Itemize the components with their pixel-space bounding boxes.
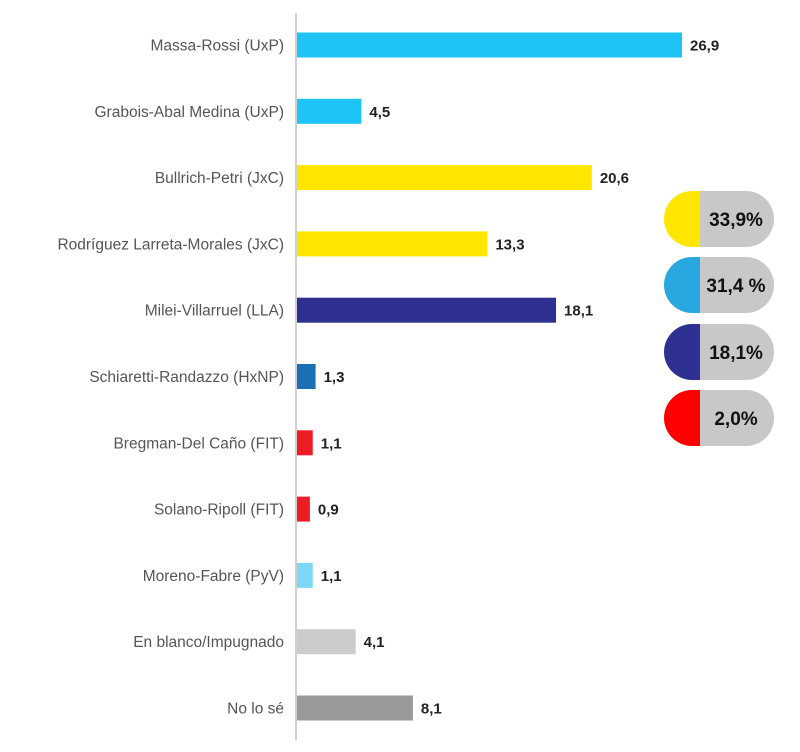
value-label: 1,1 xyxy=(321,435,342,452)
category-label: Bregman-Del Caño (FIT) xyxy=(113,435,284,452)
value-label: 8,1 xyxy=(421,701,442,718)
value-label: 18,1 xyxy=(564,303,593,320)
category-label: Massa-Rossi (UxP) xyxy=(151,38,284,55)
pill-color-segment xyxy=(664,390,700,446)
total-percent-label: 18,1% xyxy=(709,343,763,364)
category-label: Moreno-Fabre (PyV) xyxy=(143,568,284,585)
value-label: 1,1 xyxy=(321,568,342,585)
value-label: 20,6 xyxy=(600,170,629,187)
value-label: 0,9 xyxy=(318,502,339,519)
value-label: 1,3 xyxy=(324,369,345,386)
bar xyxy=(297,98,362,124)
bar xyxy=(297,364,316,389)
total-percent-label: 33,9% xyxy=(709,210,763,231)
pill-grey-segment xyxy=(700,324,774,380)
total-percent-label: 2,0% xyxy=(714,409,757,430)
bar xyxy=(297,165,592,191)
pill-color-segment xyxy=(664,324,700,380)
value-label: 4,1 xyxy=(364,634,385,651)
value-label: 4,5 xyxy=(369,104,390,121)
bar xyxy=(297,430,313,456)
category-label: No lo sé xyxy=(227,701,284,718)
pill-grey-segment xyxy=(700,191,774,247)
pill-color-segment xyxy=(664,191,700,247)
category-label: Milei-Villarruel (LLA) xyxy=(145,303,284,320)
bar xyxy=(297,231,488,257)
total-percent-label: 31,4 % xyxy=(706,276,765,297)
bar xyxy=(297,297,557,323)
bar xyxy=(297,496,310,522)
bar xyxy=(297,32,682,58)
category-label: Bullrich-Petri (JxC) xyxy=(155,170,284,187)
pill-grey-segment xyxy=(700,390,774,446)
category-label: Solano-Ripoll (FIT) xyxy=(154,502,284,519)
value-label: 26,9 xyxy=(690,38,719,55)
category-label: Grabois-Abal Medina (UxP) xyxy=(94,104,284,121)
category-label: Rodríguez Larreta-Morales (JxC) xyxy=(57,236,284,253)
bar xyxy=(297,562,313,588)
pill-grey-segment xyxy=(700,257,774,313)
value-label: 13,3 xyxy=(495,236,524,253)
bar xyxy=(297,629,356,655)
pill-color-segment xyxy=(664,257,700,313)
category-label: En blanco/Impugnado xyxy=(133,634,284,651)
category-label: Schiaretti-Randazzo (HxNP) xyxy=(89,369,284,386)
bar xyxy=(297,695,413,721)
